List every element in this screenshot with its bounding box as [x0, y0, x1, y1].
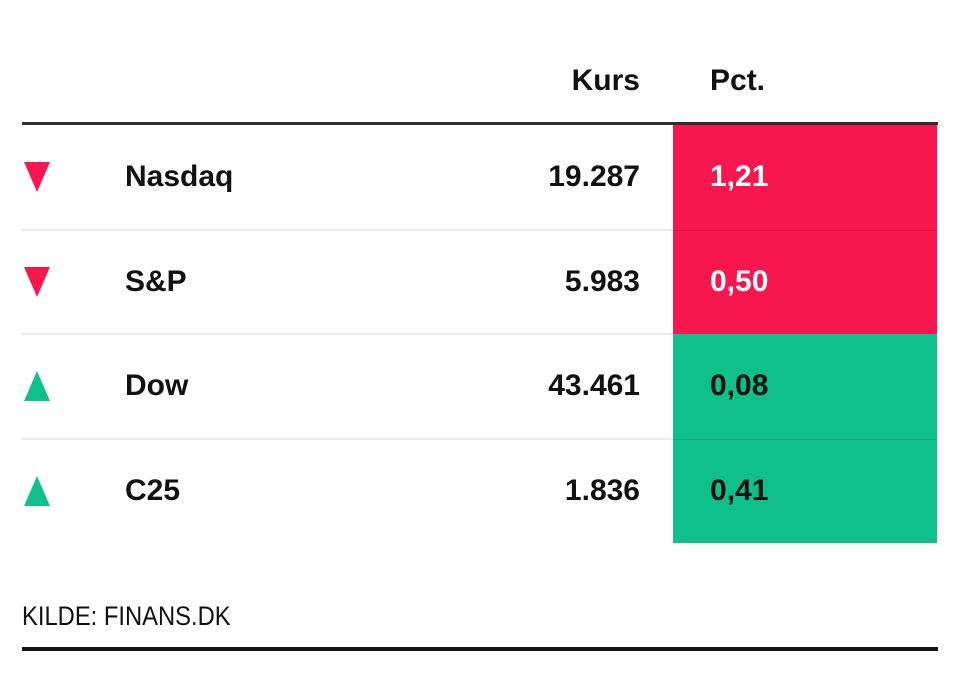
- pct-change-value: 0,41: [710, 473, 769, 507]
- index-table: Nasdaq 19.287 1,21 S&P 5.983 0,50 Dow 43…: [22, 125, 937, 543]
- header-divider-rule: [22, 122, 938, 125]
- row-separator: [22, 333, 673, 335]
- source-credit: KILDE: FINANS.DK: [22, 601, 231, 631]
- footer-rule: [22, 647, 938, 651]
- pct-change-cell: 0,08: [673, 334, 937, 439]
- up-triangle-icon: [24, 371, 50, 402]
- row-separator: [22, 228, 673, 231]
- table-row: S&P 5.983 0,50: [22, 229, 937, 335]
- down-triangle-icon: [24, 162, 50, 193]
- column-header-kurs: Kurs: [571, 64, 640, 97]
- index-name: C25: [125, 473, 181, 507]
- index-price: 1.836: [564, 473, 640, 507]
- up-triangle-icon: [24, 475, 50, 506]
- index-price: 5.983: [564, 264, 640, 298]
- table-row: Nasdaq 19.287 1,21: [22, 125, 937, 231]
- index-name: Dow: [125, 369, 189, 403]
- column-header-pct: Pct.: [710, 64, 766, 97]
- table-row: C25 1.836 0,41: [22, 438, 937, 543]
- pct-change-value: 0,08: [710, 369, 769, 403]
- index-name: Nasdaq: [125, 160, 234, 194]
- pct-change-cell: 0,41: [673, 438, 937, 543]
- down-triangle-icon: [24, 266, 50, 297]
- pct-change-value: 1,21: [710, 160, 769, 194]
- index-price: 43.461: [548, 369, 640, 403]
- row-separator: [22, 437, 673, 440]
- pct-change-value: 0,50: [710, 264, 769, 298]
- index-name: S&P: [125, 264, 187, 298]
- pct-change-cell: 0,50: [673, 229, 937, 334]
- table-row: Dow 43.461 0,08: [22, 334, 937, 440]
- index-price: 19.287: [548, 160, 640, 194]
- pct-change-cell: 1,21: [673, 125, 937, 230]
